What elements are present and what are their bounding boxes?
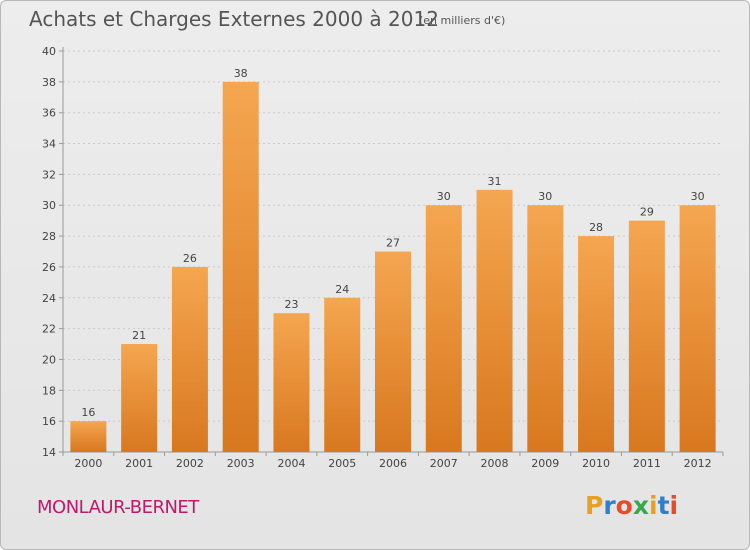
data-label-2009: 30 — [538, 190, 552, 203]
y-tick-label: 22 — [42, 323, 56, 336]
unit-note: (en milliers d'€) — [419, 14, 506, 27]
labels: 14 16 18 20 22 24 26 28 30 32 34 36 38 40 16 2000 21 2001… — [42, 45, 712, 470]
logo-letter: x — [632, 491, 649, 520]
logo-letter: r — [603, 491, 616, 520]
bar-2011 — [628, 220, 665, 452]
logo-letter: t — [657, 491, 670, 520]
data-label-2002: 26 — [183, 252, 197, 265]
logo-letter: o — [615, 491, 633, 520]
x-tick-label-2011: 2011 — [633, 457, 661, 470]
data-label-2000: 16 — [81, 406, 95, 419]
data-label-2005: 24 — [335, 283, 349, 296]
x-tick-label-2003: 2003 — [227, 457, 255, 470]
data-label-2001: 21 — [132, 329, 146, 342]
data-label-2006: 27 — [386, 237, 400, 250]
y-tick-label: 32 — [42, 168, 56, 181]
data-label-2008: 31 — [488, 175, 502, 188]
y-tick-label: 34 — [42, 138, 56, 151]
bar-2005 — [324, 297, 361, 452]
bar-2009 — [527, 205, 564, 452]
bar-2007 — [425, 205, 462, 452]
bar-2004 — [273, 313, 310, 452]
chart-title: Achats et Charges Externes 2000 à 2012 — [29, 7, 439, 31]
y-tick-label: 18 — [42, 384, 56, 397]
logo-letter: i — [669, 491, 679, 520]
data-label-2007: 30 — [437, 190, 451, 203]
data-label-2010: 28 — [589, 221, 603, 234]
y-tick-label: 14 — [42, 446, 56, 459]
bar-2003 — [222, 81, 259, 452]
data-label-2011: 29 — [640, 206, 654, 219]
bar-2002 — [171, 266, 208, 452]
x-tick-label-2004: 2004 — [277, 457, 305, 470]
x-tick-label-2009: 2009 — [531, 457, 559, 470]
x-tick-label-2000: 2000 — [74, 457, 102, 470]
y-tick-label: 26 — [42, 261, 56, 274]
proxiti-logo: Proxiti — [585, 491, 678, 520]
data-label-2004: 23 — [284, 298, 298, 311]
location-label: MONLAUR-BERNET — [37, 497, 199, 518]
x-tick-label-2006: 2006 — [379, 457, 407, 470]
x-tick-label-2010: 2010 — [582, 457, 610, 470]
y-tick-label: 30 — [42, 199, 56, 212]
bar-2008 — [476, 189, 513, 453]
bar-2000 — [70, 421, 107, 452]
bar-2010 — [578, 236, 615, 452]
x-tick-label-2007: 2007 — [430, 457, 458, 470]
x-tick-label-2001: 2001 — [125, 457, 153, 470]
x-tick-label-2005: 2005 — [328, 457, 356, 470]
x-tick-label-2002: 2002 — [176, 457, 204, 470]
bar-2001 — [121, 344, 158, 452]
y-tick-label: 24 — [42, 292, 56, 305]
bar-2006 — [375, 251, 411, 452]
bar-2012 — [679, 205, 716, 452]
y-tick-label: 40 — [42, 45, 56, 58]
y-tick-label: 38 — [42, 76, 56, 89]
y-tick-label: 16 — [42, 415, 56, 428]
logo-letter: i — [649, 491, 658, 520]
data-label-2003: 38 — [234, 67, 248, 80]
logo-letter: P — [585, 491, 604, 520]
y-tick-label: 36 — [42, 107, 56, 120]
x-tick-label-2008: 2008 — [481, 457, 509, 470]
y-tick-label: 20 — [42, 353, 56, 366]
bars — [70, 81, 716, 453]
y-tick-label: 28 — [42, 230, 56, 243]
x-tick-label-2012: 2012 — [684, 457, 712, 470]
data-label-2012: 30 — [691, 190, 705, 203]
